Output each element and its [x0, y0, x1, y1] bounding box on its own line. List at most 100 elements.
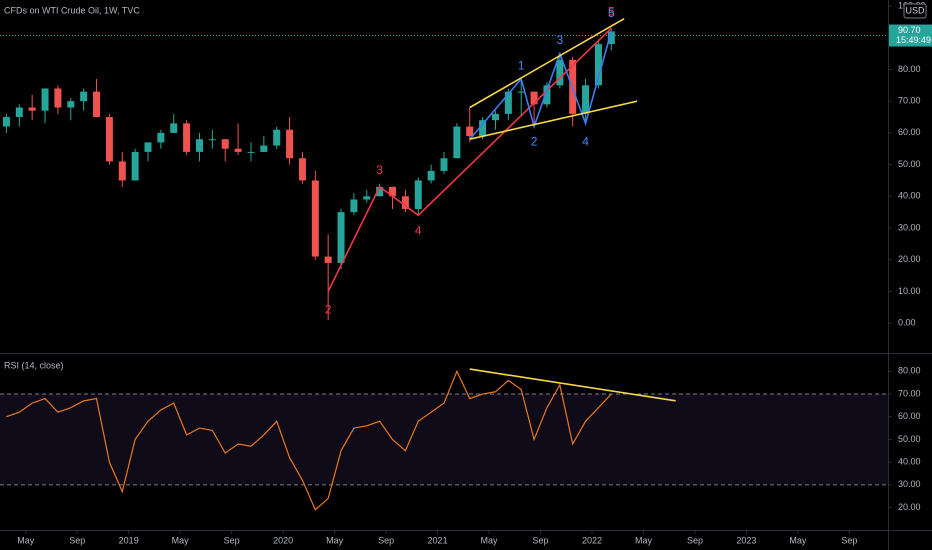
x-tick-label: May: [326, 535, 344, 545]
candle-body: [157, 132, 165, 143]
candle-body: [28, 107, 36, 111]
candle-body: [15, 107, 23, 118]
candle-body: [440, 158, 448, 171]
candle-body: [54, 88, 62, 108]
candle-body: [363, 196, 371, 200]
y-tick-label: 40.00: [898, 191, 921, 201]
y-tick-label: 20.00: [898, 254, 921, 264]
wave-label: 2: [325, 303, 332, 317]
candle-body: [67, 101, 75, 108]
x-tick-label: May: [481, 535, 499, 545]
candle-body: [195, 139, 203, 152]
candle-body: [389, 186, 397, 197]
y-tick-label: 60.00: [898, 411, 921, 421]
wave-label: 5: [608, 6, 615, 20]
candle-body: [183, 123, 191, 152]
candle-body: [273, 129, 281, 146]
chart-title: CFDs on WTI Crude Oil, 1W, TVC: [4, 5, 140, 15]
x-tick-label: 2023: [736, 535, 756, 545]
x-tick-label: Sep: [378, 535, 394, 545]
candle-body: [234, 148, 242, 152]
candle-body: [453, 126, 461, 159]
candle-body: [530, 91, 538, 105]
y-tick-label: 60.00: [898, 127, 921, 137]
candle-body: [208, 139, 216, 141]
candle-body: [118, 161, 126, 181]
candle-body: [543, 85, 551, 105]
candle-body: [247, 151, 255, 153]
wave-label: 4: [415, 223, 422, 237]
trend-drawing: [469, 18, 625, 109]
y-tick-label: 80.00: [898, 366, 921, 376]
candle-body: [2, 117, 10, 127]
rsi-band: [0, 394, 888, 485]
y-tick-label: 30.00: [898, 222, 921, 232]
countdown: 15:49:49: [896, 35, 931, 45]
y-tick-label: 50.00: [898, 434, 921, 444]
y-tick-label: 50.00: [898, 159, 921, 169]
candle-body: [221, 139, 229, 149]
candle-body: [607, 31, 615, 45]
candle-body: [376, 186, 384, 197]
y-tick-label: 70.00: [898, 96, 921, 106]
x-tick-label: May: [789, 535, 807, 545]
candle-body: [337, 212, 345, 263]
candle-body: [324, 256, 332, 263]
candle-body: [582, 85, 590, 114]
currency-badge: [903, 3, 927, 19]
trend-drawing: [469, 368, 676, 402]
candle-body: [350, 199, 358, 213]
trend-drawing: [469, 31, 613, 140]
x-tick-label: May: [635, 535, 653, 545]
x-tick-label: 2021: [428, 535, 448, 545]
wave-label: 1: [518, 58, 525, 72]
x-tick-label: Sep: [224, 535, 240, 545]
candle-body: [504, 91, 512, 114]
wave-label: 4: [582, 135, 589, 149]
candle-body: [80, 91, 88, 102]
wave-label: 3: [556, 33, 563, 47]
x-tick-label: May: [17, 535, 35, 545]
candle-body: [41, 88, 49, 111]
rsi-line: [6, 369, 612, 511]
candle-body: [556, 59, 564, 86]
last-price-label: 90.70: [898, 25, 921, 35]
candle-body: [479, 120, 487, 137]
candle-body: [105, 117, 113, 162]
x-tick-label: Sep: [69, 535, 85, 545]
x-tick-label: May: [172, 535, 190, 545]
y-tick-label: 10.00: [898, 286, 921, 296]
trend-drawing: [327, 27, 612, 292]
candle-body: [414, 180, 422, 209]
y-tick-label: 20.00: [898, 502, 921, 512]
x-tick-label: 2019: [119, 535, 139, 545]
candle-body: [144, 142, 152, 152]
candle-body: [286, 129, 294, 159]
wave-label: 5: [608, 5, 615, 19]
candle-body: [298, 158, 306, 181]
candle-body: [260, 145, 268, 152]
wave-label: 2: [531, 135, 538, 149]
x-tick-label: Sep: [687, 535, 703, 545]
wave-label: 3: [376, 163, 383, 177]
y-tick-label: 40.00: [898, 457, 921, 467]
candle-body: [131, 151, 139, 181]
candle-body: [466, 126, 474, 137]
x-tick-label: 2022: [582, 535, 602, 545]
candle-body: [594, 44, 602, 86]
last-price-badge: [889, 24, 932, 47]
trend-drawing: [469, 100, 638, 140]
candle-body: [491, 113, 499, 121]
candle-body: [311, 180, 319, 257]
candle-body: [170, 123, 178, 133]
x-tick-label: 2020: [273, 535, 293, 545]
candle-body: [427, 170, 435, 181]
y-tick-label: 30.00: [898, 479, 921, 489]
x-tick-label: Sep: [533, 535, 549, 545]
candle-body: [517, 91, 525, 93]
candle-body: [93, 91, 101, 118]
currency-label: USD: [905, 5, 925, 15]
